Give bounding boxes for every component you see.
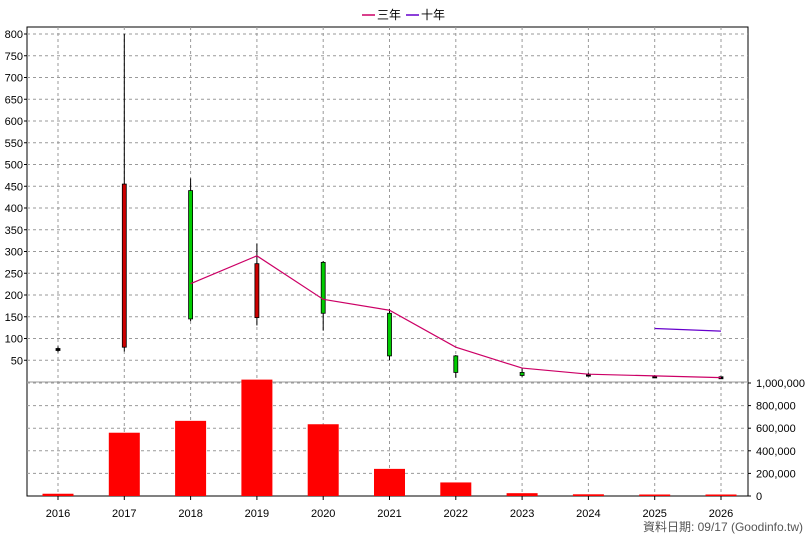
price-tick-label: 500 [5, 160, 23, 172]
average-line [654, 327, 722, 332]
year-tick-label: 2025 [642, 508, 666, 520]
year-tick-label: 2022 [444, 508, 468, 520]
volume-tick-label: 0 [756, 491, 762, 503]
price-tick-label: 400 [5, 203, 23, 215]
volume-bar [374, 468, 405, 496]
price-tick-label: 150 [5, 312, 23, 324]
price-tick-label: 700 [5, 73, 23, 85]
volume-bar [241, 379, 273, 496]
candle-body [55, 348, 61, 351]
volume-bar [175, 420, 207, 496]
year-tick-label: 2018 [178, 508, 202, 520]
price-tick-label: 800 [5, 29, 23, 41]
volume-bar [506, 493, 538, 496]
price-tick-label: 350 [5, 225, 23, 237]
price-tick-label: 750 [5, 51, 23, 63]
volume-bar [42, 493, 74, 496]
volume-bar [572, 494, 604, 496]
plot-area [26, 26, 749, 497]
year-tick-label: 2017 [112, 508, 136, 520]
price-tick-label: 450 [5, 181, 23, 193]
year-tick-label: 2016 [46, 508, 70, 520]
year-tick-label: 2024 [576, 508, 600, 520]
chart-legend: 三年 十年 [362, 8, 445, 22]
volume-axis: 0 200,000 400,000 600,000 800,000 1,000,000 [748, 378, 805, 503]
moving-average-lines [190, 255, 722, 379]
price-tick-label: 600 [5, 116, 23, 128]
year-tick-label: 2021 [377, 508, 401, 520]
volume-bar [705, 494, 737, 496]
x-axis: 2016 2017 2018 2019 2020 2021 2022 2023 2024 2025… [46, 496, 733, 520]
volume-tick-label: 800,000 [756, 401, 796, 413]
candle-body [453, 355, 459, 373]
candle-body [188, 190, 194, 320]
volume-tick-label: 200,000 [756, 468, 796, 480]
volume-bar [307, 424, 339, 496]
candle-body [121, 183, 127, 348]
volume-tick-label: 600,000 [756, 423, 796, 435]
price-tick-label: 200 [5, 290, 23, 302]
year-tick-label: 2026 [709, 508, 733, 520]
year-tick-label: 2019 [245, 508, 269, 520]
volume-bar [108, 432, 140, 496]
volume-tick-label: 400,000 [756, 446, 796, 458]
candlesticks [55, 34, 724, 380]
legend-label-ten-year: 十年 [421, 8, 445, 22]
volume-tick-label: 1,000,000 [756, 378, 805, 390]
legend-label-three-year: 三年 [377, 8, 401, 22]
year-tick-label: 2023 [510, 508, 534, 520]
year-tick-label: 2020 [311, 508, 335, 520]
price-tick-label: 250 [5, 268, 23, 280]
volume-bars [42, 379, 737, 496]
candle-body [387, 312, 392, 357]
candle-body [519, 372, 525, 376]
price-axis: 50 100 150 200 250 300 350 400 450 500 550 600 650 70… [5, 29, 27, 367]
average-line [190, 255, 722, 379]
price-tick-label: 100 [5, 334, 23, 346]
price-tick-label: 550 [5, 138, 23, 150]
candle-body [320, 261, 326, 314]
data-source-credit: 資料日期: 09/17 (Goodinfo.tw) [643, 520, 803, 534]
candle-body [254, 263, 260, 319]
price-tick-label: 300 [5, 247, 23, 259]
price-tick-label: 650 [5, 94, 23, 106]
volume-bar [639, 494, 671, 496]
price-tick-label: 50 [11, 355, 23, 367]
volume-bar [440, 482, 472, 496]
